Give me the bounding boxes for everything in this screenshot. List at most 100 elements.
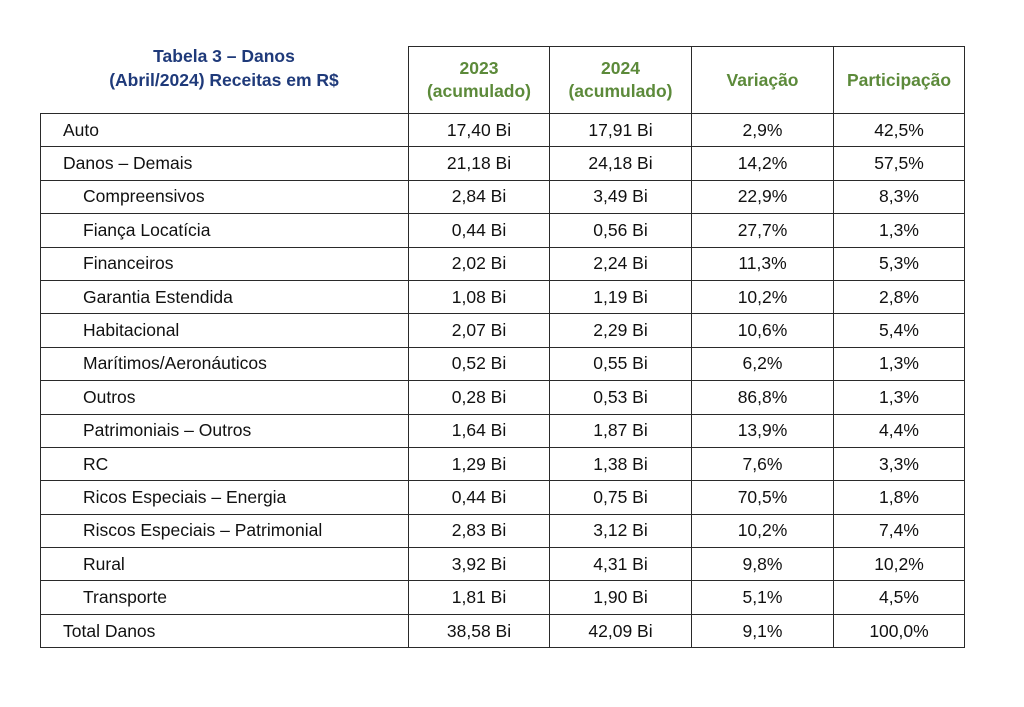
cell-variacao: 13,9% xyxy=(691,413,834,448)
row-label: Financeiros xyxy=(40,246,409,281)
cell-variacao: 5,1% xyxy=(691,580,834,615)
cell-2023: 38,58 Bi xyxy=(408,613,550,649)
table-row: Ricos Especiais – Energia 0,44 Bi 0,75 B… xyxy=(40,480,965,515)
cell-variacao: 6,2% xyxy=(691,346,834,382)
row-label: Patrimoniais – Outros xyxy=(40,413,409,448)
row-label: Auto xyxy=(40,112,409,148)
cell-variacao: 9,8% xyxy=(691,547,834,582)
cell-variacao: 9,1% xyxy=(691,613,834,649)
row-label: Transporte xyxy=(40,580,409,615)
revenue-table: 2023 (acumulado) 2024 (acumulado) Variaç… xyxy=(40,46,965,649)
table-row: Transporte 1,81 Bi 1,90 Bi 5,1% 4,5% xyxy=(40,580,965,615)
table-row: Outros 0,28 Bi 0,53 Bi 86,8% 1,3% xyxy=(40,380,965,415)
cell-variacao: 10,6% xyxy=(691,313,834,348)
table-row: Compreensivos 2,84 Bi 3,49 Bi 22,9% 8,3% xyxy=(40,179,965,215)
header-variacao: Variação xyxy=(691,46,834,114)
cell-variacao: 2,9% xyxy=(691,112,834,148)
row-label: Garantia Estendida xyxy=(40,279,409,315)
cell-2024: 0,75 Bi xyxy=(549,480,692,515)
cell-2023: 2,02 Bi xyxy=(408,246,550,281)
cell-variacao: 14,2% xyxy=(691,146,834,181)
table-row: Habitacional 2,07 Bi 2,29 Bi 10,6% 5,4% xyxy=(40,313,965,348)
row-label: Outros xyxy=(40,380,409,415)
cell-2024: 1,38 Bi xyxy=(549,446,692,482)
cell-2023: 3,92 Bi xyxy=(408,547,550,582)
cell-2024: 0,56 Bi xyxy=(549,213,692,248)
header-2024: 2024 (acumulado) xyxy=(549,46,692,114)
cell-2024: 4,31 Bi xyxy=(549,547,692,582)
cell-2024: 1,87 Bi xyxy=(549,413,692,448)
cell-2024: 2,24 Bi xyxy=(549,246,692,281)
cell-participacao: 5,4% xyxy=(833,313,965,348)
cell-participacao: 3,3% xyxy=(833,446,965,482)
cell-variacao: 10,2% xyxy=(691,513,834,549)
cell-2023: 1,64 Bi xyxy=(408,413,550,448)
header-2023: 2023 (acumulado) xyxy=(408,46,550,114)
cell-2024: 0,55 Bi xyxy=(549,346,692,382)
cell-variacao: 7,6% xyxy=(691,446,834,482)
cell-participacao: 1,3% xyxy=(833,213,965,248)
table-row: Patrimoniais – Outros 1,64 Bi 1,87 Bi 13… xyxy=(40,413,965,448)
cell-2023: 0,44 Bi xyxy=(408,213,550,248)
cell-2024: 3,12 Bi xyxy=(549,513,692,549)
cell-2024: 42,09 Bi xyxy=(549,613,692,649)
row-label: RC xyxy=(40,446,409,482)
cell-2023: 17,40 Bi xyxy=(408,112,550,148)
header-participacao-label: Participação xyxy=(846,69,952,90)
row-label: Total Danos xyxy=(40,613,409,649)
cell-2024: 24,18 Bi xyxy=(549,146,692,181)
cell-participacao: 1,3% xyxy=(833,346,965,382)
row-label: Compreensivos xyxy=(40,179,409,215)
cell-participacao: 42,5% xyxy=(833,112,965,148)
header-row: 2023 (acumulado) 2024 (acumulado) Variaç… xyxy=(40,46,965,114)
table-row-total: Total Danos 38,58 Bi 42,09 Bi 9,1% 100,0… xyxy=(40,613,965,649)
header-2024-year: 2024 xyxy=(601,58,640,78)
cell-2024: 3,49 Bi xyxy=(549,179,692,215)
cell-participacao: 5,3% xyxy=(833,246,965,281)
cell-variacao: 86,8% xyxy=(691,380,834,415)
cell-2023: 2,83 Bi xyxy=(408,513,550,549)
cell-variacao: 10,2% xyxy=(691,279,834,315)
cell-variacao: 22,9% xyxy=(691,179,834,215)
cell-variacao: 11,3% xyxy=(691,246,834,281)
cell-2024: 1,90 Bi xyxy=(549,580,692,615)
cell-participacao: 57,5% xyxy=(833,146,965,181)
row-label: Fiança Locatícia xyxy=(40,213,409,248)
row-label: Ricos Especiais – Energia xyxy=(40,480,409,515)
cell-2023: 0,28 Bi xyxy=(408,380,550,415)
table-header: 2023 (acumulado) 2024 (acumulado) Variaç… xyxy=(40,46,965,114)
cell-2024: 17,91 Bi xyxy=(549,112,692,148)
cell-2023: 1,08 Bi xyxy=(408,279,550,315)
cell-participacao: 8,3% xyxy=(833,179,965,215)
row-label: Riscos Especiais – Patrimonial xyxy=(40,513,409,549)
table-row: RC 1,29 Bi 1,38 Bi 7,6% 3,3% xyxy=(40,446,965,482)
cell-2023: 2,07 Bi xyxy=(408,313,550,348)
header-2024-sub: (acumulado) xyxy=(568,81,673,101)
row-label: Marítimos/Aeronáuticos xyxy=(40,346,409,382)
header-blank-cell xyxy=(40,46,409,114)
cell-2024: 2,29 Bi xyxy=(549,313,692,348)
row-label: Rural xyxy=(40,547,409,582)
table-row: Rural 3,92 Bi 4,31 Bi 9,8% 10,2% xyxy=(40,547,965,582)
table-row: Fiança Locatícia 0,44 Bi 0,56 Bi 27,7% 1… xyxy=(40,213,965,248)
table-row: Financeiros 2,02 Bi 2,24 Bi 11,3% 5,3% xyxy=(40,246,965,281)
cell-2023: 2,84 Bi xyxy=(408,179,550,215)
cell-participacao: 10,2% xyxy=(833,547,965,582)
cell-participacao: 2,8% xyxy=(833,279,965,315)
cell-participacao: 4,4% xyxy=(833,413,965,448)
cell-2023: 0,44 Bi xyxy=(408,480,550,515)
cell-variacao: 27,7% xyxy=(691,213,834,248)
header-participacao: Participação xyxy=(833,46,965,114)
cell-2024: 1,19 Bi xyxy=(549,279,692,315)
table-row: Riscos Especiais – Patrimonial 2,83 Bi 3… xyxy=(40,513,965,549)
table-row: Danos – Demais 21,18 Bi 24,18 Bi 14,2% 5… xyxy=(40,146,965,181)
table-row: Auto 17,40 Bi 17,91 Bi 2,9% 42,5% xyxy=(40,112,965,148)
cell-variacao: 70,5% xyxy=(691,480,834,515)
header-variacao-label: Variação xyxy=(726,69,799,90)
cell-2024: 0,53 Bi xyxy=(549,380,692,415)
row-label: Habitacional xyxy=(40,313,409,348)
cell-participacao: 1,3% xyxy=(833,380,965,415)
cell-participacao: 100,0% xyxy=(833,613,965,649)
cell-2023: 21,18 Bi xyxy=(408,146,550,181)
header-2023-year: 2023 xyxy=(459,58,499,78)
